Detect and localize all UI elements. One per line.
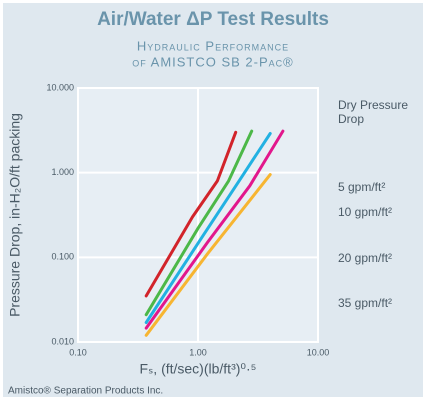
y-tick-label: 0.010 — [51, 336, 74, 346]
data-line — [144, 132, 272, 324]
y-axis-label: Pressure Drop, in-H₂O/ft packing — [7, 113, 23, 317]
data-line — [144, 129, 254, 317]
chart-subtitle: Hydraulic Performance — [137, 38, 289, 53]
y-tick-label: 1.000 — [51, 167, 74, 177]
legend-label: Dry Pressure Drop — [338, 98, 409, 126]
chart-subtitle: of AMISTCO SB 2-Pac® — [132, 54, 294, 69]
x-tick-label: 1.00 — [189, 347, 207, 357]
legend-label: 10 gpm/ft² — [338, 205, 393, 219]
legend-label: 35 gpm/ft² — [338, 296, 393, 310]
footer: Amistco® Separation Products Inc. — [8, 386, 163, 397]
x-axis-label: Fₛ, (ft/sec)(lb/ft³)⁰·⁵ — [140, 361, 257, 377]
y-tick-label: 0.100 — [51, 252, 74, 262]
legend-label: 5 gpm/ft² — [338, 180, 386, 194]
y-tick-label: 10.000 — [46, 82, 74, 92]
data-line — [144, 173, 272, 337]
x-tick-label: 0.10 — [69, 347, 87, 357]
data-line — [144, 130, 238, 298]
x-tick-label: 10.00 — [307, 347, 330, 357]
legend-label: 20 gpm/ft² — [338, 251, 393, 265]
chart-title: Air/Water ΔP Test Results — [97, 9, 329, 30]
data-line — [144, 129, 285, 330]
